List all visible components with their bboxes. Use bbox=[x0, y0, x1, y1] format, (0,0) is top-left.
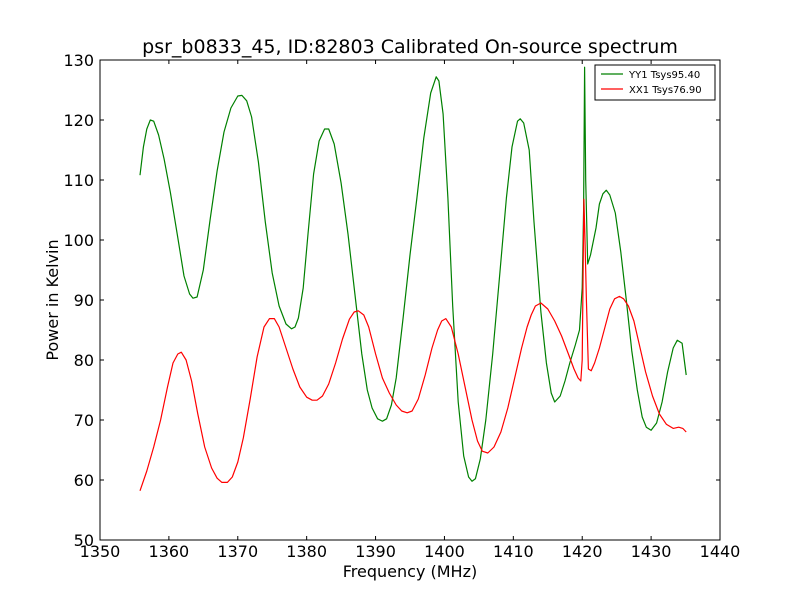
x-tick-label: 1380 bbox=[286, 542, 327, 561]
x-tick-label: 1410 bbox=[493, 542, 534, 561]
y-tick-label: 130 bbox=[63, 51, 94, 70]
plot-frame bbox=[99, 59, 721, 541]
legend: YY1 Tsys95.40 XX1 Tsys76.90 bbox=[594, 64, 716, 101]
x-tick-label: 1370 bbox=[217, 542, 258, 561]
y-tick-label: 60 bbox=[74, 471, 94, 490]
legend-label-2: XX1 Tsys76.90 bbox=[629, 85, 702, 96]
series-line-1 bbox=[139, 66, 687, 482]
y-tick-label: 80 bbox=[74, 351, 94, 370]
x-tick-label: 1350 bbox=[80, 542, 121, 561]
y-tick-label: 100 bbox=[63, 231, 94, 250]
axis-ticks: 1350 1360 1370 1380 1390 1400 1410 1420 1430 1440… bbox=[63, 51, 740, 561]
x-tick-label: 1440 bbox=[700, 542, 741, 561]
x-tick-label: 1360 bbox=[149, 542, 190, 561]
plot-series bbox=[139, 66, 687, 491]
chart-title: psr_b0833_45, ID:82803 Calibrated On-sou… bbox=[142, 36, 678, 58]
x-tick-label: 1430 bbox=[631, 542, 672, 561]
y-tick-label: 50 bbox=[74, 531, 94, 550]
y-tick-label: 120 bbox=[63, 111, 94, 130]
x-tick-label: 1400 bbox=[424, 542, 465, 561]
y-tick-label: 110 bbox=[63, 171, 94, 190]
legend-box bbox=[594, 64, 716, 101]
series-line-2 bbox=[139, 198, 687, 491]
x-tick-label: 1420 bbox=[562, 542, 603, 561]
y-axis-label: Power in Kelvin bbox=[43, 239, 62, 360]
y-tick-label: 90 bbox=[74, 291, 94, 310]
x-axis-label: Frequency (MHz) bbox=[343, 562, 477, 581]
x-tick-label: 1390 bbox=[355, 542, 396, 561]
y-tick-label: 70 bbox=[74, 411, 94, 430]
legend-label-1: YY1 Tsys95.40 bbox=[628, 70, 700, 81]
